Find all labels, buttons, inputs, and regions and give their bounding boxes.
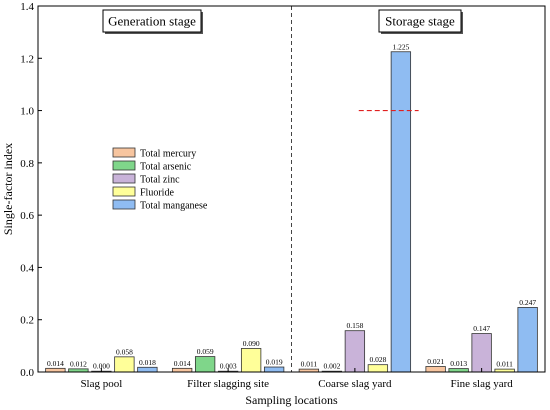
data-label: 0.000	[93, 362, 110, 371]
bar-2-2	[344, 330, 366, 373]
legend-label: Total mercury	[140, 149, 196, 160]
x-tick-label: Fine slag yard	[450, 378, 513, 390]
bar-4-0	[137, 366, 158, 373]
legend-swatch	[112, 186, 136, 197]
data-label: 0.247	[519, 298, 536, 307]
data-label: 0.002	[323, 362, 340, 371]
data-label: 1.225	[392, 42, 409, 51]
data-label: 0.013	[450, 359, 467, 368]
stage-box	[102, 9, 202, 33]
stage-label: Storage stage	[385, 14, 455, 29]
legend-swatch	[112, 147, 136, 158]
bar-4-3	[517, 307, 538, 373]
bar-0-3	[425, 366, 446, 373]
legend-swatch	[112, 160, 136, 171]
legend-label: Total arsenic	[140, 162, 192, 173]
bar-2-3	[471, 333, 492, 373]
data-label: 0.014	[174, 359, 191, 368]
data-label: 0.018	[139, 358, 156, 367]
y-tick-label: 0.6	[20, 210, 34, 222]
data-label: 0.011	[496, 360, 513, 369]
data-label: 0.012	[70, 359, 87, 368]
x-axis-title: Sampling locations	[245, 393, 338, 407]
data-label: 0.158	[346, 321, 363, 330]
legend-swatch	[112, 199, 136, 210]
bar-0-0	[45, 367, 66, 373]
y-tick-label: 0.2	[20, 315, 34, 327]
x-tick-label: Slag pool	[80, 378, 122, 390]
data-label: 0.021	[427, 357, 444, 366]
data-label: 0.014	[47, 359, 64, 368]
y-tick-label: 0.4	[20, 262, 34, 274]
bar-4-1	[263, 366, 285, 373]
data-label: 0.003	[220, 362, 237, 371]
bar-3-2	[367, 364, 389, 373]
plot-frame	[37, 5, 546, 373]
bar-3-0	[114, 356, 135, 373]
stage-label: Generation stage	[108, 14, 196, 29]
legend-label: Total zinc	[140, 175, 180, 186]
bar-1-1	[194, 356, 216, 373]
legend-swatch	[112, 173, 136, 184]
bar-4-2	[390, 51, 412, 373]
x-tick-label: Filter slagging site	[187, 378, 269, 390]
data-label: 0.058	[116, 347, 133, 356]
y-tick-label: 1.2	[20, 53, 34, 65]
bar-0-1	[171, 367, 193, 373]
bar-1-3	[448, 368, 469, 373]
legend-label: Total manganese	[140, 201, 208, 212]
data-label: 0.090	[243, 339, 260, 348]
x-tick-label: Coarse slag yard	[318, 378, 392, 390]
legend-label: Fluoride	[140, 188, 174, 199]
y-tick-label: 1.4	[20, 1, 34, 13]
bar-3-1	[240, 348, 262, 373]
data-label: 0.028	[369, 355, 386, 364]
y-tick-label: 0.0	[20, 367, 34, 379]
data-label: 0.059	[197, 347, 214, 356]
data-label: 0.011	[301, 360, 318, 369]
data-label: 0.019	[266, 358, 283, 367]
stage-box	[378, 9, 462, 33]
y-tick-label: 0.8	[20, 158, 34, 170]
y-tick-label: 1.0	[20, 106, 34, 118]
data-label: 0.147	[473, 324, 490, 333]
y-axis-title: Single-factor index	[1, 143, 15, 235]
